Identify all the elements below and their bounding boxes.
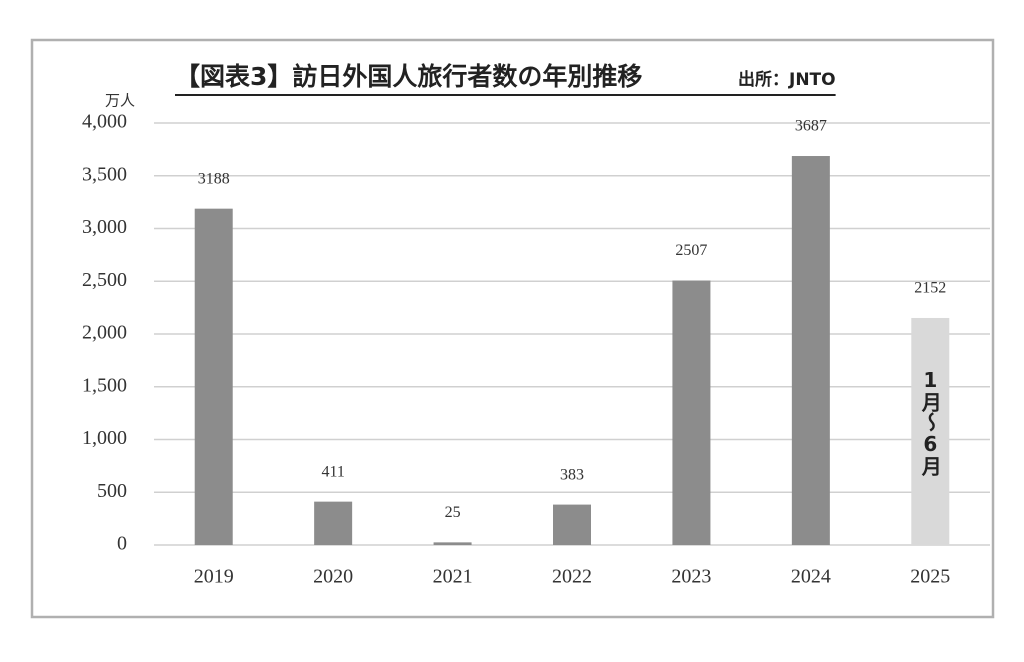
bar [194,208,233,545]
x-tick-label: 2024 [791,566,831,588]
x-tick-label: 2021 [433,566,473,588]
bar [433,542,472,545]
y-tick-label: 3,500 [82,163,127,185]
bar [314,501,353,545]
bar [911,317,950,545]
y-tick-label: 1,500 [82,374,127,396]
chart-frame [30,38,995,619]
y-axis-unit: 万人 [105,92,135,110]
x-tick-label: 2019 [194,566,234,588]
y-tick-label: 3,000 [82,216,127,238]
annotation: 1月〜6月 [918,368,942,477]
value-label: 411 [321,463,344,480]
value-label: 383 [560,466,584,483]
bar [672,280,711,545]
bar [553,504,591,545]
bar [791,156,830,546]
chart-title: 【図表3】訪日外国人旅行者数の年別推移 [175,62,642,91]
value-label: 3188 [198,170,230,187]
x-tick-label: 2023 [671,566,711,588]
value-label: 2152 [914,280,946,297]
value-label: 25 [445,504,461,521]
y-tick-label: 2,500 [82,269,127,291]
y-tick-label: 0 [117,533,127,555]
y-tick-label: 1,000 [82,427,127,449]
x-tick-label: 2025 [910,566,950,588]
x-tick-label: 2022 [552,566,592,588]
y-tick-label: 4,000 [82,111,127,133]
value-label: 2507 [675,242,707,259]
value-label: 3687 [795,118,827,135]
x-tick-label: 2020 [313,566,353,588]
y-tick-label: 2,000 [82,322,127,344]
chart-source: 出所：JNTO [738,69,836,90]
y-tick-label: 500 [97,480,127,502]
